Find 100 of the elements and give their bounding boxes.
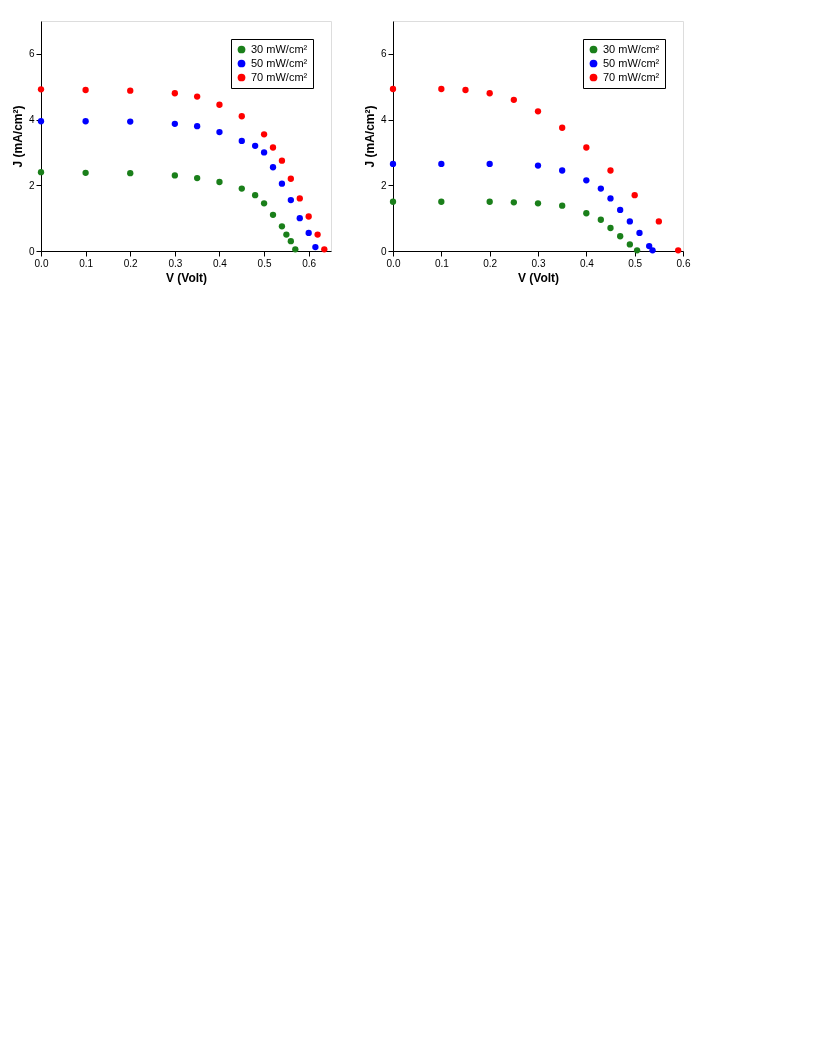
point: [559, 167, 566, 174]
point: [462, 86, 469, 94]
point: [617, 206, 624, 214]
x-axis-title: V (Volt): [517, 270, 560, 285]
point: [633, 247, 641, 254]
point: [510, 199, 517, 206]
point: [82, 169, 89, 176]
legend-label: 30 mW/cm²: [251, 42, 308, 55]
point: [193, 93, 201, 100]
x-tick-label: 0.2: [483, 257, 498, 269]
point: [269, 144, 277, 151]
point: [171, 120, 179, 127]
point: [287, 175, 295, 182]
point: [597, 185, 604, 192]
point: [260, 200, 268, 207]
point: [438, 85, 445, 93]
y-axis-title: J (mA/cm²): [362, 105, 377, 168]
point: [486, 160, 493, 168]
point: [216, 178, 223, 186]
point: [127, 87, 134, 94]
point: [655, 218, 662, 225]
x-tick-label: 0.3: [531, 257, 546, 269]
x-axis-title: V (Volt): [165, 270, 208, 285]
point: [37, 118, 45, 125]
y-tick-label: 4: [28, 114, 35, 126]
legend-label: 70 mW/cm²: [603, 70, 660, 83]
point: [82, 86, 89, 94]
point: [216, 128, 223, 136]
point: [597, 216, 604, 223]
point: [305, 213, 312, 220]
point: [238, 137, 245, 145]
legend-label: 30 mW/cm²: [603, 42, 660, 55]
x-tick-label: 0.4: [579, 257, 595, 269]
point: [486, 198, 493, 205]
point: [278, 223, 286, 230]
point: [607, 167, 614, 174]
y-tick-label: 2: [28, 179, 35, 191]
point: [534, 200, 542, 207]
y-tick-label: 4: [380, 114, 387, 126]
point: [583, 177, 590, 184]
point: [37, 86, 45, 93]
point: [171, 90, 179, 97]
point: [127, 169, 134, 177]
y-tick-label: 0: [380, 245, 387, 257]
point: [127, 118, 134, 125]
x-tick-label: 0.1: [434, 257, 450, 269]
point: [305, 229, 312, 237]
point: [287, 196, 295, 204]
point: [287, 237, 295, 245]
point: [238, 113, 245, 120]
point: [321, 246, 328, 253]
point: [438, 198, 445, 205]
point: [583, 210, 590, 217]
point: [283, 231, 290, 238]
point: [238, 185, 245, 192]
point: [486, 90, 493, 97]
y-tick-label: 6: [380, 48, 387, 60]
point: [646, 242, 653, 250]
point: [216, 101, 223, 108]
x-tick-label: 0.5: [628, 257, 643, 269]
point: [559, 202, 566, 209]
point: [389, 85, 397, 93]
point: [278, 180, 286, 187]
x-tick-label: 0.4: [213, 257, 228, 269]
point: [607, 195, 614, 202]
x-tick-label: 0.0: [34, 257, 49, 269]
point: [534, 162, 542, 169]
x-tick-label: 0.2: [123, 257, 139, 269]
point: [269, 211, 277, 219]
x-tick-label: 0.5: [257, 257, 272, 269]
x-tick-label: 0.0: [386, 257, 401, 269]
point: [251, 191, 259, 199]
legend-label: 70 mW/cm²: [251, 70, 308, 83]
point: [438, 160, 445, 168]
point: [312, 243, 319, 251]
point: [171, 172, 179, 179]
point: [649, 247, 656, 254]
point: [260, 149, 268, 156]
point: [510, 96, 517, 104]
point: [631, 191, 638, 199]
point: [626, 241, 633, 248]
point: [193, 174, 201, 182]
y-axis-title: J (mA/cm²): [10, 105, 25, 168]
point: [260, 131, 268, 138]
x-tick-label: 0.6: [302, 257, 317, 269]
point: [37, 168, 45, 176]
point: [559, 124, 566, 131]
point: [296, 195, 303, 202]
x-tick-label: 0.6: [676, 257, 691, 269]
point: [296, 214, 303, 222]
legend-label: 50 mW/cm²: [251, 56, 308, 69]
y-tick-label: 0: [28, 245, 35, 257]
legend-label: 50 mW/cm²: [603, 56, 660, 69]
point: [583, 144, 590, 151]
point: [251, 142, 259, 150]
x-tick-label: 0.1: [79, 257, 94, 269]
point: [636, 229, 643, 237]
point: [269, 164, 277, 171]
point: [626, 218, 633, 225]
y-tick-label: 2: [380, 179, 387, 191]
